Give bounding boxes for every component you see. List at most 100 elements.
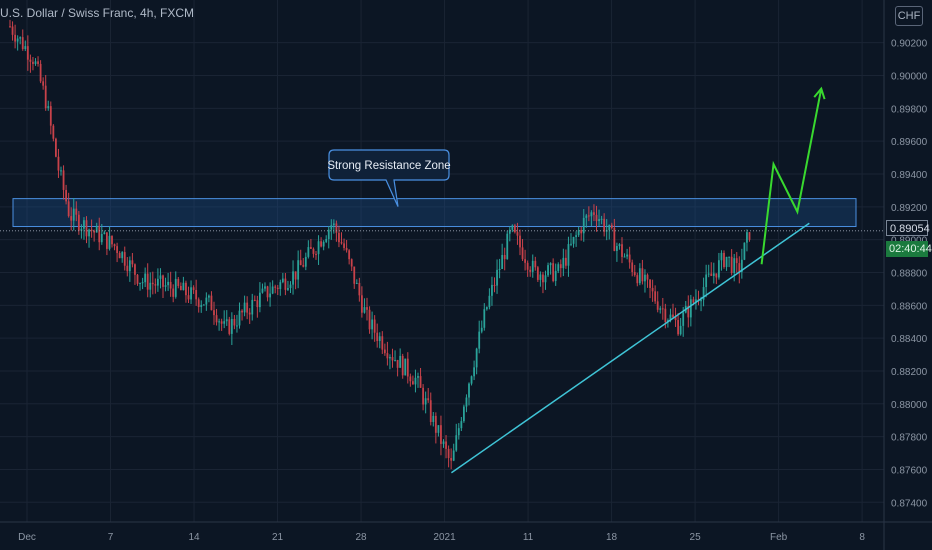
candle-body <box>508 229 511 234</box>
resistance-zone[interactable] <box>12 198 857 228</box>
candle-body <box>672 314 674 318</box>
candle-body <box>562 257 565 269</box>
candle-body <box>720 252 723 261</box>
currency-badge[interactable]: CHF <box>895 6 923 26</box>
candle-body <box>707 273 710 275</box>
candle-body <box>256 300 259 308</box>
candle-body <box>312 248 315 254</box>
candle-body <box>320 241 322 247</box>
candle-body <box>401 355 404 376</box>
candle-body <box>386 353 389 359</box>
candle-body <box>559 264 562 269</box>
candle-body <box>49 106 52 126</box>
candle-body <box>700 299 702 302</box>
candle-body <box>626 254 628 257</box>
candle-body <box>373 319 376 333</box>
candle-body <box>304 256 307 267</box>
candle-body <box>123 252 126 266</box>
candle-body <box>192 287 195 291</box>
candle-body <box>353 266 356 284</box>
candle-body <box>34 61 37 64</box>
candle-body <box>157 278 159 286</box>
candle-body <box>238 310 241 326</box>
candle-body <box>437 425 440 433</box>
candle-body <box>327 229 330 240</box>
candle-body <box>460 421 463 429</box>
candle-body <box>225 319 228 322</box>
candle-body <box>259 292 261 308</box>
candle-body <box>197 299 200 308</box>
candle-body <box>621 244 623 257</box>
candle-body <box>330 225 333 230</box>
candle-body <box>695 299 697 303</box>
candle-body <box>169 281 172 289</box>
candle-body <box>366 307 368 310</box>
y-tick-label: 0.88200 <box>891 367 928 378</box>
candle-body <box>498 268 501 270</box>
candle-body <box>549 263 552 266</box>
y-tick-label: 0.88400 <box>891 334 928 345</box>
x-tick-label: 25 <box>690 532 702 543</box>
candle-body <box>136 274 139 284</box>
candle-body <box>445 441 447 449</box>
candle-body <box>159 275 162 279</box>
candle-body <box>368 309 371 330</box>
candle-body <box>376 332 379 342</box>
candle-body <box>610 224 613 229</box>
x-tick-label: 7 <box>108 532 114 543</box>
y-tick-label: 0.89200 <box>891 203 928 214</box>
candle-body <box>72 208 75 221</box>
candle-body <box>358 282 361 296</box>
candle-body <box>111 235 113 245</box>
candle-body <box>172 288 175 297</box>
candle-body <box>167 281 169 286</box>
candle-body <box>162 275 164 287</box>
candle-body <box>389 357 391 359</box>
y-tick-label: 0.89600 <box>891 137 928 148</box>
candle-body <box>746 232 748 243</box>
candle-body <box>65 189 67 202</box>
candle-body <box>712 273 715 276</box>
candle-body <box>646 274 649 280</box>
candle-body <box>659 308 662 310</box>
candle-body <box>100 233 103 243</box>
candle-body <box>412 381 414 385</box>
candle-body <box>174 278 177 297</box>
projection-path[interactable] <box>760 88 823 265</box>
candle-body <box>455 435 458 451</box>
candle-body <box>113 244 116 247</box>
candle-body <box>424 398 427 405</box>
candle-body <box>233 319 236 326</box>
candle-body <box>725 256 728 267</box>
candle-body <box>440 425 442 444</box>
candle-body <box>90 229 93 232</box>
candle-body <box>491 284 493 296</box>
candle-body <box>598 219 600 222</box>
annotation-callout[interactable] <box>328 149 450 207</box>
countdown-tag: 02:40:44 <box>886 241 932 257</box>
candle-body <box>603 218 606 232</box>
candle-body <box>195 290 198 300</box>
candle-body <box>519 235 521 248</box>
candle-body <box>554 270 557 281</box>
candle-body <box>297 260 300 280</box>
candle-body <box>24 46 27 50</box>
candle-body <box>677 320 679 335</box>
candle-body <box>103 232 106 234</box>
candle-body <box>567 244 570 266</box>
candle-body <box>524 259 526 263</box>
candle-body <box>42 81 45 86</box>
ascending-trendline[interactable] <box>450 222 810 474</box>
candle-body <box>577 230 580 236</box>
candle-body <box>521 247 524 260</box>
candle-body <box>702 287 705 300</box>
candle-body <box>715 273 718 278</box>
candle-body <box>593 212 595 215</box>
candle-body <box>126 265 129 272</box>
candle-body <box>682 312 685 326</box>
candle-body <box>396 360 399 368</box>
y-tick-label: 0.87600 <box>891 465 928 476</box>
y-tick-label: 0.89800 <box>891 104 928 115</box>
